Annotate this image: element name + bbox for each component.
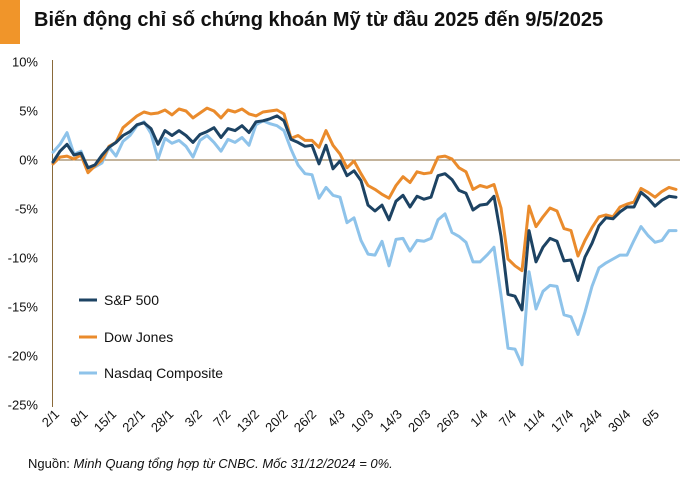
source-note: Nguồn: Minh Quang tổng hợp từ CNBC. Mốc … <box>28 456 393 471</box>
x-tick-label: 2/1 <box>39 407 62 430</box>
title-bar: Biến động chỉ số chứng khoán Mỹ từ đầu 2… <box>0 0 700 44</box>
x-tick-label: 4/3 <box>324 407 347 430</box>
sp500-line <box>51 114 678 312</box>
x-tick-label: 1/4 <box>467 407 490 430</box>
source-label: Nguồn: <box>28 456 70 471</box>
x-tick-label: 14/3 <box>376 407 405 436</box>
legend-sp500-label: S&P 500 <box>104 292 159 308</box>
line-chart: 10% 5% 0% -5% -10% -15% -20% -25% 2/1 8/1 15/1 22/… <box>8 55 680 436</box>
x-tick-label: 20/3 <box>405 407 434 436</box>
x-tick-label: 8/1 <box>67 407 90 430</box>
x-tick-label: 10/3 <box>348 407 377 436</box>
x-tick-label: 13/2 <box>234 407 263 436</box>
y-tick-label: 5% <box>19 104 38 119</box>
y-axis-ticks: 10% 5% 0% -5% -10% -15% -20% -25% <box>8 55 39 413</box>
chart-title: Biến động chỉ số chứng khoán Mỹ từ đầu 2… <box>34 9 604 31</box>
nasdaq-line <box>51 119 678 367</box>
y-tick-label: -15% <box>8 300 39 315</box>
x-axis-ticks: 2/1 8/1 15/1 22/1 28/1 3/2 7/2 13/2 20/2 26/2 4/3 1… <box>39 407 662 436</box>
y-tick-label: 0% <box>19 153 38 168</box>
legend-dow-jones-label: Dow Jones <box>104 329 173 345</box>
x-tick-label: 17/4 <box>548 407 577 436</box>
title-accent-bar <box>0 0 20 44</box>
x-tick-label: 28/1 <box>148 407 177 436</box>
y-tick-label: -10% <box>8 251 39 266</box>
x-tick-label: 6/5 <box>639 407 662 430</box>
legend-nasdaq-label: Nasdaq Composite <box>104 365 223 381</box>
source-text: Minh Quang tổng hợp từ CNBC. Mốc 31/12/2… <box>73 456 393 471</box>
series-layer <box>51 106 678 367</box>
x-tick-label: 26/2 <box>291 407 320 436</box>
x-tick-label: 30/4 <box>605 407 634 436</box>
y-tick-label: -20% <box>8 349 39 364</box>
legend: S&P 500 Dow Jones Nasdaq Composite <box>79 292 223 381</box>
x-tick-label: 7/4 <box>496 407 519 430</box>
x-tick-label: 22/1 <box>119 407 148 436</box>
dow-jones-line <box>51 106 678 273</box>
y-tick-label: -5% <box>15 202 39 217</box>
x-tick-label: 15/1 <box>91 407 120 436</box>
x-tick-label: 3/2 <box>182 407 205 430</box>
x-tick-label: 26/3 <box>434 407 463 436</box>
x-tick-label: 24/4 <box>576 407 605 436</box>
y-tick-label: -25% <box>8 398 39 413</box>
x-tick-label: 20/2 <box>262 407 291 436</box>
y-tick-label: 10% <box>12 55 38 70</box>
x-tick-label: 7/2 <box>210 407 233 430</box>
x-tick-label: 11/4 <box>520 407 548 435</box>
